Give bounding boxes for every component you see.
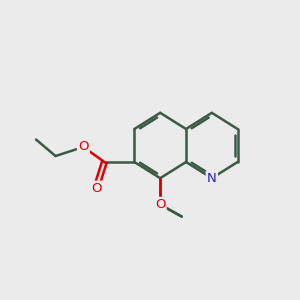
Text: N: N <box>207 172 217 185</box>
Text: O: O <box>78 140 89 154</box>
Text: O: O <box>155 198 166 211</box>
Text: O: O <box>91 182 101 195</box>
